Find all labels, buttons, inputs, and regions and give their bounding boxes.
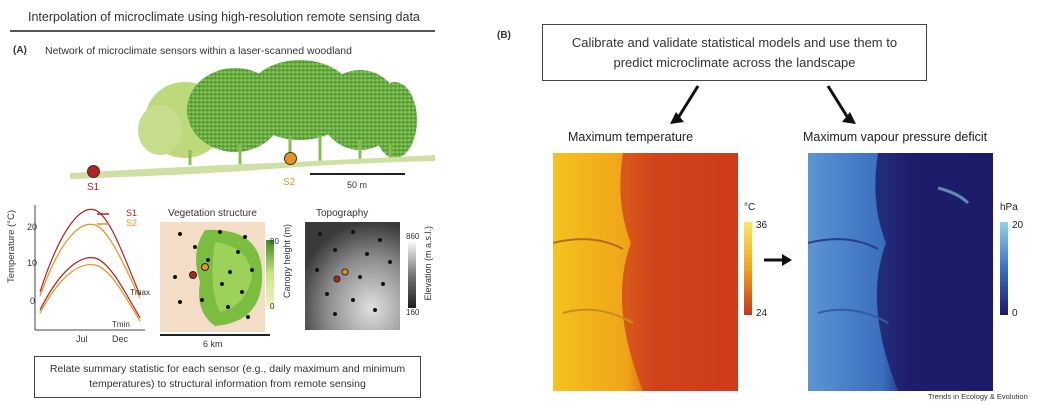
vegetation-title: Vegetation structure	[168, 208, 257, 219]
tmax-label: Tmax	[130, 288, 150, 297]
scale-bar-label: 50 m	[347, 180, 368, 190]
temperature-chart	[34, 205, 145, 331]
elevation-cbar-min: 160	[406, 308, 420, 317]
max-vpd-map	[808, 153, 993, 391]
vegetation-map	[160, 222, 265, 332]
panel-a-caption: Relate summary statistic for each sensor…	[34, 356, 421, 398]
map-scale-label: 6 km	[203, 339, 223, 349]
tmin-label: Tmin	[112, 320, 130, 329]
canopy-cbar-min: 0	[270, 302, 275, 311]
sensor-s1-marker	[87, 165, 100, 178]
journal-credit: Trends in Ecology & Evolution	[928, 392, 1028, 401]
elevation-colorbar	[408, 240, 416, 308]
elevation-cbar-max: 860	[406, 232, 420, 241]
elevation-cbar-label: Elevation (m a.s.l.)	[423, 226, 433, 301]
xtick-jul: Jul	[76, 334, 88, 344]
map-temperature-title: Maximum temperature	[568, 130, 694, 144]
canopy-colorbar	[266, 240, 274, 308]
temp-cbar-unit: °C	[744, 202, 756, 213]
arrow-right	[764, 254, 792, 266]
lidar-woodland-illustration	[70, 60, 435, 179]
sensor-s2-label: S2	[283, 177, 296, 188]
canopy-cbar-max: 80	[270, 237, 279, 246]
title-divider	[10, 30, 435, 32]
ytick-0: 0	[30, 296, 36, 306]
topography-map	[305, 222, 400, 330]
sensor-s1-label: S1	[87, 182, 100, 193]
panel-b-caption: Calibrate and validate statistical model…	[542, 24, 927, 81]
s1-tmax-curve	[39, 208, 141, 296]
legend-s1: S1	[126, 208, 138, 218]
scale-bar-line	[310, 173, 405, 175]
arrows-down	[670, 85, 856, 124]
map-scale-bar	[160, 334, 270, 336]
s2-tmin-curve	[39, 263, 141, 322]
topography-title: Topography	[316, 208, 369, 219]
legend-s2: S2	[126, 218, 138, 228]
vpd-cbar-unit: hPa	[1000, 202, 1018, 213]
max-temperature-map	[553, 153, 738, 391]
sensor-s2-marker	[284, 152, 297, 165]
temp-colorbar	[744, 222, 752, 315]
figure-title: Interpolation of microclimate using high…	[28, 10, 420, 24]
panel-a-subtitle: Network of microclimate sensors within a…	[45, 45, 352, 57]
ytick-20: 20	[27, 222, 38, 232]
temp-cbar-min: 24	[756, 308, 768, 319]
panel-a-label: (A)	[13, 45, 27, 56]
s1-tmin-curve	[39, 257, 141, 319]
chart-y-label: Temperature (°C)	[6, 210, 17, 283]
map-vpd-title: Maximum vapour pressure deficit	[803, 130, 988, 144]
vpd-colorbar	[1000, 222, 1008, 315]
xtick-dec: Dec	[112, 334, 129, 344]
canopy-cbar-label: Canopy height (m)	[282, 224, 292, 299]
ytick-10: 10	[27, 258, 38, 268]
temp-cbar-max: 36	[756, 220, 768, 231]
vpd-cbar-min: 0	[1012, 308, 1018, 319]
s2-tmax-curve	[39, 223, 141, 299]
vpd-cbar-max: 20	[1012, 220, 1024, 231]
panel-b-label: (B)	[497, 30, 511, 41]
